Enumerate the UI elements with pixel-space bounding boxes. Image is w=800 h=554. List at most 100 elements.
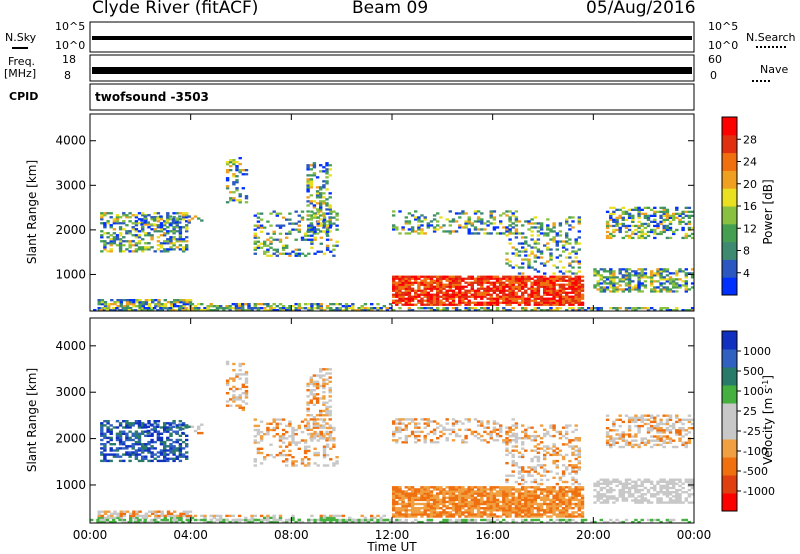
range-gate-cell bbox=[571, 289, 575, 292]
range-gate-cell bbox=[423, 422, 427, 425]
range-gate-cell bbox=[687, 272, 692, 275]
range-gate-cell bbox=[107, 303, 111, 306]
range-gate-cell bbox=[253, 228, 257, 231]
range-gate-cell bbox=[328, 368, 332, 371]
range-gate-cell bbox=[407, 303, 412, 306]
range-gate-cell bbox=[533, 281, 537, 284]
range-gate-cell bbox=[609, 214, 613, 217]
range-gate-cell bbox=[605, 484, 610, 488]
range-gate-cell bbox=[464, 511, 468, 514]
range-gate-cell bbox=[627, 486, 632, 490]
range-gate-cell bbox=[135, 512, 139, 515]
range-gate-cell bbox=[627, 491, 632, 494]
range-gate-cell bbox=[316, 250, 320, 253]
range-gate-cell bbox=[414, 218, 418, 221]
range-gate-cell bbox=[454, 287, 459, 290]
range-gate-cell bbox=[172, 445, 176, 448]
range-gate-cell bbox=[505, 309, 509, 312]
range-gate-cell bbox=[181, 226, 186, 229]
range-gate-cell bbox=[665, 278, 670, 281]
range-gate-cell bbox=[464, 494, 468, 497]
range-gate-cell bbox=[404, 507, 408, 510]
range-gate-cell bbox=[103, 248, 107, 251]
range-gate-cell bbox=[517, 220, 522, 223]
range-gate-cell bbox=[306, 403, 310, 406]
range-gate-cell bbox=[417, 490, 421, 493]
range-gate-cell bbox=[533, 246, 537, 249]
range-gate-cell bbox=[565, 299, 569, 302]
range-gate-cell bbox=[574, 453, 578, 457]
range-gate-cell bbox=[244, 389, 249, 393]
range-gate-cell bbox=[417, 511, 421, 514]
range-gate-cell bbox=[410, 420, 415, 423]
range-gate-cell bbox=[263, 433, 267, 436]
range-gate-cell bbox=[656, 286, 660, 289]
range-gate-cell bbox=[571, 447, 575, 450]
range-gate-cell bbox=[291, 460, 295, 463]
range-gate-cell bbox=[169, 222, 173, 225]
range-gate-cell bbox=[464, 289, 468, 292]
range-gate-cell bbox=[577, 248, 581, 251]
range-gate-cell bbox=[193, 514, 198, 518]
range-gate-cell bbox=[263, 516, 267, 520]
range-gate-cell bbox=[668, 228, 673, 232]
range-gate-cell bbox=[574, 480, 578, 484]
range-gate-cell bbox=[634, 486, 638, 490]
range-gate-cell bbox=[486, 432, 490, 436]
range-gate-cell bbox=[122, 228, 126, 231]
range-gate-cell bbox=[543, 509, 547, 512]
range-gate-cell bbox=[631, 270, 635, 273]
range-gate-cell bbox=[571, 466, 575, 469]
range-gate-cell bbox=[232, 163, 236, 166]
range-gate-cell bbox=[410, 504, 415, 508]
range-gate-cell bbox=[244, 303, 248, 306]
range-gate-cell bbox=[524, 248, 528, 251]
range-gate-cell bbox=[307, 224, 311, 227]
range-gate-cell bbox=[100, 432, 104, 435]
range-gate-cell bbox=[398, 287, 402, 290]
range-gate-cell bbox=[131, 438, 135, 442]
range-gate-cell bbox=[690, 232, 695, 236]
range-gate-cell bbox=[643, 222, 648, 226]
range-gate-cell bbox=[650, 290, 654, 293]
range-gate-cell bbox=[432, 496, 437, 499]
range-gate-cell bbox=[404, 511, 408, 514]
range-gate-cell bbox=[429, 307, 434, 310]
range-gate-cell bbox=[420, 496, 424, 499]
range-gate-cell bbox=[417, 439, 421, 442]
range-gate-cell bbox=[341, 514, 346, 518]
range-gate-cell bbox=[141, 309, 145, 312]
range-gate-cell bbox=[558, 295, 563, 298]
range-gate-cell bbox=[141, 226, 145, 229]
range-gate-cell bbox=[555, 242, 559, 245]
range-gate-cell bbox=[169, 246, 173, 249]
range-gate-cell bbox=[533, 513, 537, 516]
range-gate-cell bbox=[574, 488, 578, 491]
range-gate-cell bbox=[332, 445, 336, 448]
range-gate-cell bbox=[618, 230, 622, 234]
range-gate-cell bbox=[244, 169, 249, 172]
range-gate-cell bbox=[499, 297, 503, 300]
range-gate-cell bbox=[631, 216, 635, 219]
range-gate-cell bbox=[643, 499, 648, 502]
range-gate-cell bbox=[543, 301, 547, 304]
range-gate-cell bbox=[113, 301, 117, 304]
range-gate-cell bbox=[322, 380, 326, 383]
range-gate-cell bbox=[467, 301, 471, 304]
range-gate-cell bbox=[571, 250, 575, 253]
range-gate-cell bbox=[665, 216, 670, 219]
range-gate-cell bbox=[328, 220, 332, 223]
range-gate-cell bbox=[634, 288, 638, 291]
range-gate-cell bbox=[135, 301, 139, 304]
range-gate-cell bbox=[182, 305, 186, 308]
range-gate-cell bbox=[451, 285, 456, 288]
range-gate-cell bbox=[552, 297, 556, 300]
range-gate-cell bbox=[555, 234, 559, 237]
range-gate-cell bbox=[640, 482, 644, 485]
range-gate-cell bbox=[543, 457, 547, 461]
range-gate-cell bbox=[574, 289, 578, 292]
range-gate-cell bbox=[338, 303, 342, 306]
range-gate-cell bbox=[492, 287, 497, 290]
range-gate-cell bbox=[473, 496, 478, 499]
range-gate-cell bbox=[565, 502, 569, 506]
